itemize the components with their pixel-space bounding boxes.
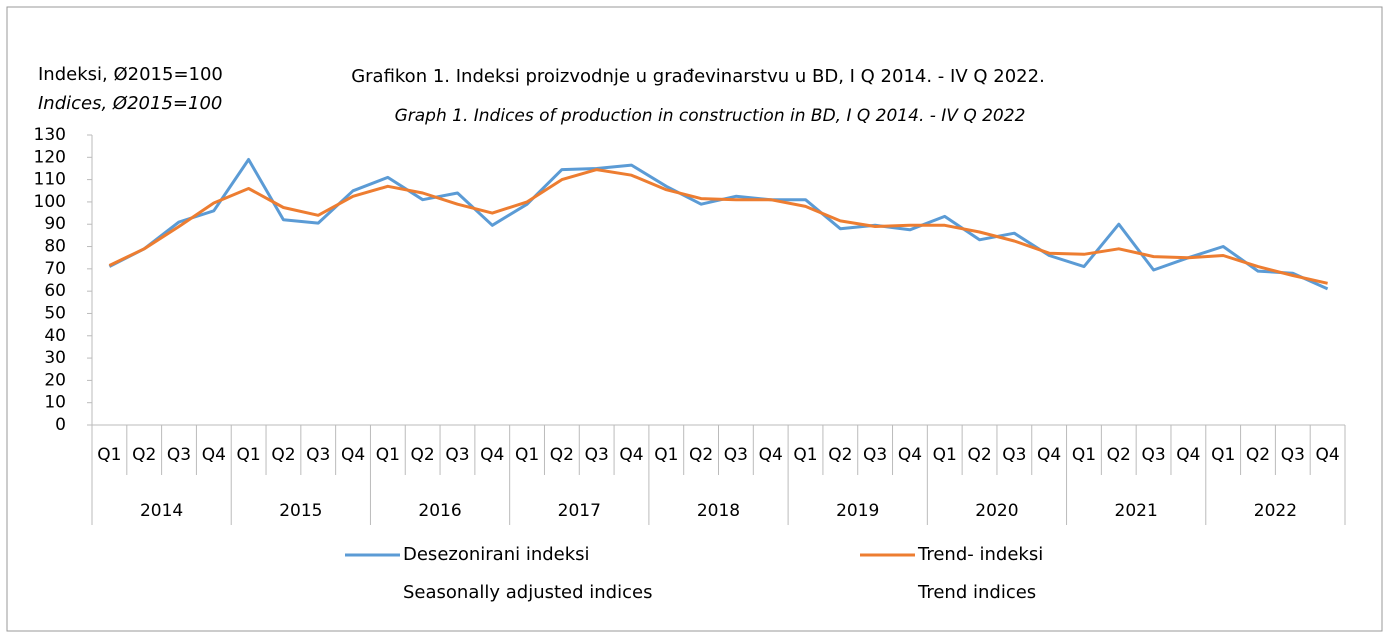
legend-label-en: Trend indices: [917, 582, 1036, 603]
x-tick-label: Q3: [167, 445, 191, 465]
x-tick-label: Q1: [793, 445, 817, 465]
x-tick-label: Q4: [341, 445, 365, 465]
x-tick-label: Q2: [271, 445, 295, 465]
x-tick-label: Q1: [933, 445, 957, 465]
x-tick-label: Q4: [1037, 445, 1061, 465]
x-tick-label: Q3: [585, 445, 609, 465]
x-tick-label: Q3: [1281, 445, 1305, 465]
y-tick-label: 110: [34, 170, 66, 190]
x-tick-label: Q3: [445, 445, 469, 465]
x-tick-label: Q4: [1176, 445, 1200, 465]
x-tick-label: Q2: [550, 445, 574, 465]
year-label: 2021: [1115, 501, 1158, 521]
x-tick-label: Q2: [967, 445, 991, 465]
x-tick-label: Q4: [898, 445, 922, 465]
x-tick-label: Q4: [480, 445, 504, 465]
y-tick-label: 80: [44, 237, 66, 257]
y-tick-label: 130: [34, 125, 66, 145]
y-tick-label: 40: [44, 326, 66, 346]
x-tick-label: Q4: [759, 445, 783, 465]
x-tick-label: Q1: [237, 445, 261, 465]
y-tick-label: 10: [44, 393, 66, 413]
x-tick-label: Q3: [863, 445, 887, 465]
x-tick-label: Q4: [619, 445, 643, 465]
year-label: 2014: [140, 501, 183, 521]
y-tick-label: 0: [55, 415, 66, 435]
x-tick-label: Q3: [1141, 445, 1165, 465]
x-tick-label: Q1: [1072, 445, 1096, 465]
x-tick-label: Q2: [1107, 445, 1131, 465]
y-tick-label: 50: [44, 303, 66, 323]
year-label: 2020: [975, 501, 1018, 521]
x-tick-label: Q1: [654, 445, 678, 465]
x-tick-label: Q2: [132, 445, 156, 465]
x-tick-label: Q4: [202, 445, 226, 465]
x-tick-label: Q3: [1002, 445, 1026, 465]
y-tick-label: 70: [44, 259, 66, 279]
x-tick-label: Q1: [1211, 445, 1235, 465]
y-axis-label-en: Indices, Ø2015=100: [38, 93, 222, 114]
y-axis-label: Indeksi, Ø2015=100: [38, 64, 223, 85]
legend-label: Desezonirani indeksi: [403, 544, 590, 565]
x-tick-label: Q2: [689, 445, 713, 465]
x-tick-label: Q2: [828, 445, 852, 465]
year-label: 2015: [279, 501, 322, 521]
chart-subtitle: Graph 1. Indices of production in constr…: [395, 106, 1026, 126]
y-tick-label: 100: [34, 192, 66, 212]
y-tick-label: 30: [44, 348, 66, 368]
legend-label: Trend- indeksi: [917, 544, 1043, 565]
x-tick-label: Q1: [376, 445, 400, 465]
year-label: 2016: [418, 501, 461, 521]
y-tick-label: 20: [44, 370, 66, 390]
y-tick-label: 120: [34, 147, 66, 167]
year-label: 2022: [1254, 501, 1297, 521]
year-label: 2017: [558, 501, 601, 521]
chart-title: Grafikon 1. Indeksi proizvodnje u građev…: [351, 66, 1045, 87]
x-tick-label: Q1: [515, 445, 539, 465]
x-tick-label: Q1: [97, 445, 121, 465]
y-tick-label: 90: [44, 214, 66, 234]
data-line: [108, 168, 1328, 285]
legend-label-en: Seasonally adjusted indices: [403, 582, 652, 603]
x-tick-label: Q2: [411, 445, 435, 465]
x-tick-label: Q3: [724, 445, 748, 465]
year-label: 2019: [836, 501, 879, 521]
y-tick-label: 60: [44, 281, 66, 301]
x-tick-label: Q3: [306, 445, 330, 465]
chart-border: [6, 6, 1383, 632]
x-tick-label: Q4: [1315, 445, 1339, 465]
x-tick-label: Q2: [1246, 445, 1270, 465]
year-label: 2018: [697, 501, 740, 521]
